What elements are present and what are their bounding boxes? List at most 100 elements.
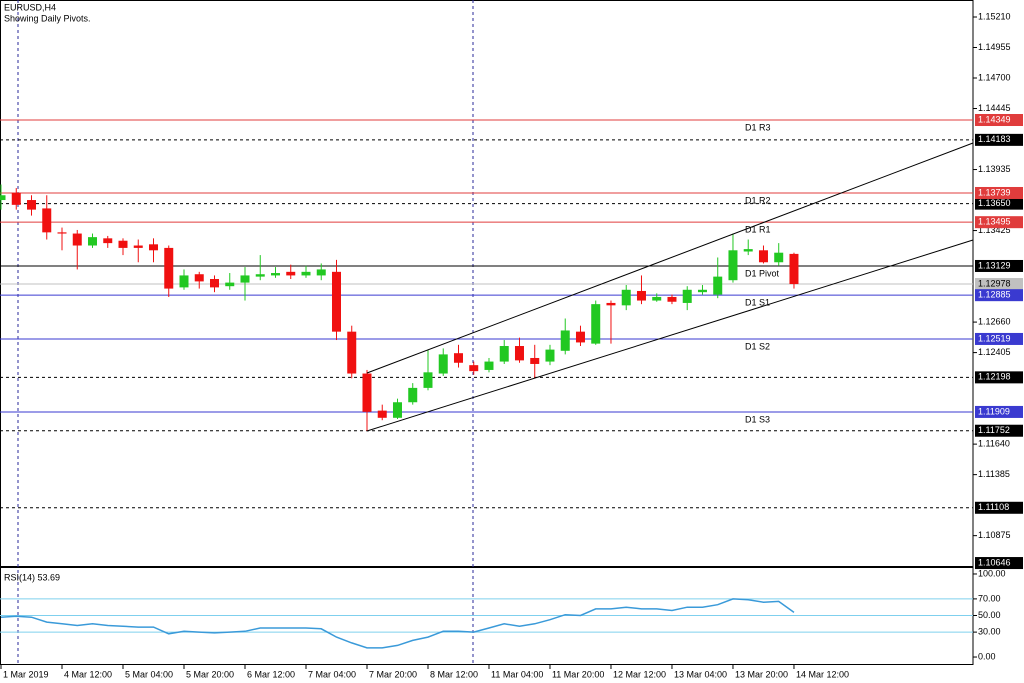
candle-body [347, 331, 357, 374]
candle-body [453, 353, 463, 363]
candle-body [148, 244, 158, 251]
candle-body [118, 240, 128, 248]
level-box [975, 197, 1023, 210]
candle-body [575, 331, 585, 343]
y-tick-label: 1.14955 [978, 42, 1011, 52]
level-name: D1 R3 [745, 122, 771, 132]
chart-title: EURUSD,H4 [4, 2, 56, 12]
level-label: 1.11108 [978, 502, 1009, 512]
candle-body [270, 273, 280, 276]
candle-body [530, 357, 540, 364]
level-label: 1.11909 [978, 406, 1010, 416]
x-tick-label: 4 Mar 12:00 [64, 669, 112, 679]
candle-body [392, 402, 402, 418]
candle-body [240, 275, 250, 283]
x-tick-label: 14 Mar 12:00 [796, 669, 849, 679]
level-name: D1 S2 [745, 341, 770, 351]
level-box [975, 114, 1023, 127]
candle-body [164, 247, 174, 289]
level-label: 1.10646 [978, 557, 1011, 567]
y-tick-label: 1.13425 [978, 225, 1011, 235]
level-label: 1.11752 [978, 425, 1010, 435]
candle-body [301, 271, 311, 276]
candle-body [331, 271, 341, 332]
candle-body [316, 269, 326, 276]
candle-body [713, 276, 723, 295]
x-tick-label: 5 Mar 04:00 [125, 669, 173, 679]
candle-body [209, 279, 219, 288]
x-tick-label: 6 Mar 12:00 [247, 669, 295, 679]
level-label: 1.13739 [978, 187, 1011, 197]
level-name: D1 S1 [745, 298, 770, 308]
level-name: D1 Pivot [745, 268, 780, 278]
candle-body [621, 289, 631, 306]
candle-body [255, 274, 265, 277]
candle-body [667, 296, 677, 302]
level-label: 1.14183 [978, 134, 1011, 144]
candle-body [362, 373, 372, 412]
candle-body [652, 296, 662, 301]
candle-body [697, 289, 707, 293]
candle-body [133, 245, 143, 248]
rsi-line [0, 598, 795, 649]
candle-body [408, 387, 418, 403]
y-tick-label: 0.00 [978, 651, 996, 661]
level-label: 1.13129 [978, 260, 1011, 270]
chart-subtitle: Showing Daily Pivots. [4, 13, 91, 23]
candle-body [545, 349, 555, 362]
level-label: 1.14349 [978, 114, 1011, 124]
candle-body [591, 304, 601, 344]
candle-body [514, 346, 524, 361]
candle-body [179, 275, 189, 288]
y-tick-label: 100.00 [978, 568, 1006, 578]
level-label: 1.13495 [978, 217, 1011, 227]
candle-body [438, 354, 448, 374]
level-box [975, 278, 1023, 291]
level-name: D1 R1 [745, 225, 771, 235]
level-box [975, 186, 1023, 199]
candle-body [27, 200, 37, 210]
y-tick-label: 1.11640 [978, 438, 1010, 448]
candle-body [57, 232, 67, 234]
x-tick-label: 7 Mar 20:00 [369, 669, 417, 679]
x-tick-label: 11 Mar 20:00 [552, 669, 604, 679]
y-tick-label: 1.11385 [978, 469, 1010, 479]
candle-body [469, 365, 479, 372]
candle-body [560, 330, 570, 351]
rsi-title: RSI(14) 53.69 [4, 572, 60, 582]
candle-body [103, 238, 113, 244]
x-tick-label: 12 Mar 12:00 [613, 669, 666, 679]
y-tick-label: 1.14445 [978, 103, 1011, 113]
channel-line [366, 142, 974, 374]
candle-body [423, 372, 433, 388]
candle-body [0, 195, 6, 201]
level-box [975, 216, 1023, 229]
x-tick-label: 1 Mar 2019 [3, 669, 49, 679]
y-tick-label: 1.13935 [978, 164, 1011, 174]
x-tick-label: 13 Mar 20:00 [735, 669, 788, 679]
y-tick-label: 30.00 [978, 626, 1001, 636]
candle-body [225, 282, 235, 287]
y-tick-label: 50.00 [978, 610, 1001, 620]
level-label: 1.12519 [978, 333, 1011, 343]
rsi-panel [0, 598, 973, 649]
level-box [975, 289, 1023, 302]
level-box [975, 259, 1023, 272]
candle-body [484, 361, 494, 370]
level-box [975, 332, 1023, 345]
candle-body [377, 410, 387, 418]
plot-frame [0, 0, 974, 665]
candle-body [606, 302, 616, 306]
x-tick-label: 7 Mar 04:00 [308, 669, 356, 679]
candle-body [499, 346, 509, 362]
level-box [975, 501, 1023, 514]
x-tick-label: 5 Mar 20:00 [186, 669, 234, 679]
level-name: D1 S3 [745, 414, 770, 424]
levels: D1 R3 D1 R2 D1 R1 D1 Pivot D1 S1 D1 S2 D1 S3 [0, 119, 973, 509]
y-tick-label: 1.12405 [978, 347, 1011, 357]
level-box [975, 133, 1023, 146]
level-box [975, 405, 1023, 418]
candle-body [758, 250, 768, 263]
level-box [975, 424, 1023, 437]
